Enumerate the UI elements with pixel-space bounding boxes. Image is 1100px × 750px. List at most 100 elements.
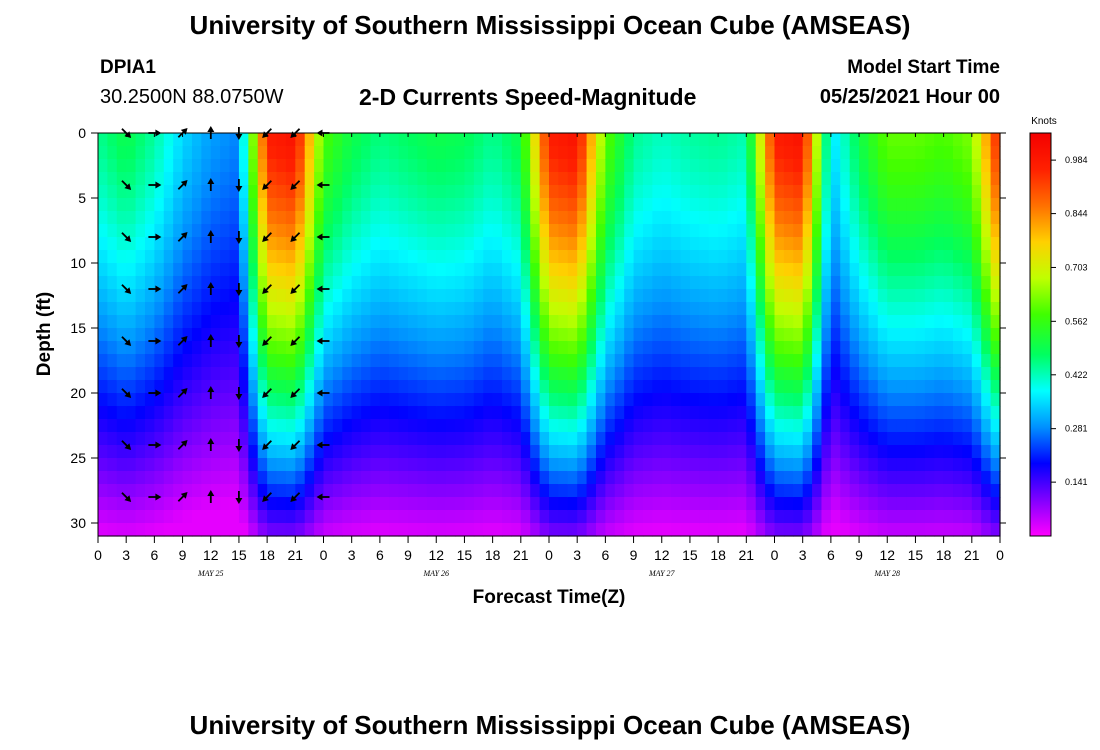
heatmap-cell xyxy=(614,393,625,407)
heatmap-cell xyxy=(502,159,513,173)
heatmap-cell xyxy=(934,523,945,537)
heatmap-cell xyxy=(971,523,982,537)
heatmap-cell xyxy=(943,367,954,381)
heatmap-cell xyxy=(464,237,475,251)
heatmap-cell xyxy=(699,315,710,329)
heatmap-cell xyxy=(661,133,672,147)
heatmap-cell xyxy=(398,354,409,368)
heatmap-cell xyxy=(370,185,381,199)
heatmap-cell xyxy=(436,302,447,316)
heatmap-cell xyxy=(361,211,372,225)
heatmap-cell xyxy=(323,276,334,290)
heatmap-cell xyxy=(624,393,635,407)
heatmap-cell xyxy=(962,289,973,303)
y-axis-label: Depth (ft) xyxy=(34,292,55,376)
heatmap-cell xyxy=(116,198,127,212)
heatmap-cell xyxy=(464,445,475,459)
heatmap-cell xyxy=(126,146,137,160)
heatmap-cell xyxy=(821,523,832,537)
heatmap-cell xyxy=(689,146,700,160)
heatmap-cell xyxy=(642,523,653,537)
heatmap-cell xyxy=(577,484,588,498)
heatmap-cell xyxy=(473,263,484,277)
heatmap-cell xyxy=(436,471,447,485)
heatmap-cell xyxy=(436,341,447,355)
heatmap-cell xyxy=(971,419,982,433)
heatmap-cell xyxy=(887,445,898,459)
heatmap-cell xyxy=(774,146,785,160)
heatmap-cell xyxy=(163,406,174,420)
heatmap-cell xyxy=(699,419,710,433)
heatmap-cell xyxy=(887,224,898,238)
heatmap-cell xyxy=(953,302,964,316)
heatmap-cell xyxy=(624,419,635,433)
heatmap-cell xyxy=(924,484,935,498)
heatmap-cell xyxy=(182,237,193,251)
heatmap-cell xyxy=(906,484,917,498)
heatmap-cell xyxy=(586,432,597,446)
heatmap-cell xyxy=(943,185,954,199)
station-coords: 30.2500N 88.0750W xyxy=(100,86,284,108)
heatmap-cell xyxy=(990,523,1001,537)
current-vector xyxy=(148,285,162,293)
heatmap-cell xyxy=(774,328,785,342)
heatmap-cell xyxy=(370,458,381,472)
heatmap-cell xyxy=(502,380,513,394)
heatmap-cell xyxy=(238,315,249,329)
heatmap-cell xyxy=(267,523,278,537)
heatmap-cell xyxy=(558,185,569,199)
heatmap-cell xyxy=(379,497,390,511)
heatmap-cell xyxy=(502,237,513,251)
heatmap-cell xyxy=(144,198,155,212)
heatmap-cell xyxy=(539,380,550,394)
heatmap-cell xyxy=(511,172,522,186)
heatmap-cell xyxy=(530,211,541,225)
heatmap-cell xyxy=(567,484,578,498)
heatmap-cell xyxy=(332,458,343,472)
heatmap-cell xyxy=(530,341,541,355)
heatmap-cell xyxy=(708,497,719,511)
heatmap-cell xyxy=(633,289,644,303)
heatmap-cell xyxy=(163,523,174,537)
heatmap-cell xyxy=(924,497,935,511)
heatmap-cell xyxy=(445,211,456,225)
heatmap-cell xyxy=(520,237,531,251)
heatmap-cell xyxy=(868,354,879,368)
heatmap-cell xyxy=(295,445,306,459)
heatmap-cell xyxy=(445,510,456,524)
heatmap-cell xyxy=(736,419,747,433)
heatmap-cell xyxy=(840,367,851,381)
heatmap-cell xyxy=(943,406,954,420)
heatmap-cell xyxy=(727,328,738,342)
heatmap-cell xyxy=(812,289,823,303)
heatmap-cell xyxy=(267,471,278,485)
heatmap-cell xyxy=(793,445,804,459)
date-label: MAY 26 xyxy=(422,569,449,578)
heatmap-cell xyxy=(342,185,353,199)
current-vector xyxy=(290,388,301,398)
heatmap-cell xyxy=(408,445,419,459)
heatmap-cell xyxy=(727,393,738,407)
heatmap-cell xyxy=(248,406,259,420)
heatmap-cell xyxy=(783,484,794,498)
heatmap-cell xyxy=(896,393,907,407)
heatmap-cell xyxy=(887,237,898,251)
colorbar-tick-label: 0.562 xyxy=(1065,316,1088,326)
heatmap-cell xyxy=(417,458,428,472)
heatmap-cell xyxy=(314,276,325,290)
heatmap-cell xyxy=(229,497,240,511)
heatmap-cell xyxy=(267,406,278,420)
heatmap-cell xyxy=(943,146,954,160)
heatmap-cell xyxy=(163,315,174,329)
heatmap-cell xyxy=(135,458,146,472)
heatmap-cell xyxy=(971,159,982,173)
heatmap-cell xyxy=(661,393,672,407)
heatmap-cell xyxy=(295,393,306,407)
heatmap-cell xyxy=(98,185,108,199)
heatmap-cell xyxy=(276,250,287,264)
heatmap-cell xyxy=(577,432,588,446)
current-vector xyxy=(262,492,272,502)
heatmap-cell xyxy=(361,172,372,186)
heatmap-cell xyxy=(859,315,870,329)
heatmap-cell xyxy=(699,458,710,472)
